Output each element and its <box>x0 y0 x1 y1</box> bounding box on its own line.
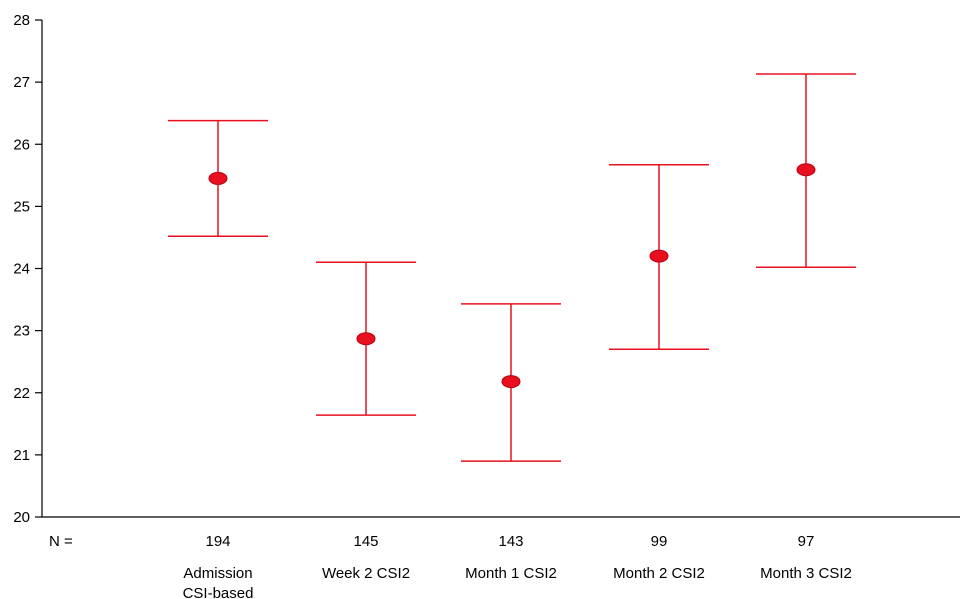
mean-marker <box>356 332 376 346</box>
y-tick-label: 23 <box>13 323 30 340</box>
y-tick-label: 21 <box>13 447 30 464</box>
y-tick-label: 20 <box>13 509 30 526</box>
category-label: CSI-based <box>183 585 254 599</box>
n-label: 194 <box>205 533 230 550</box>
y-ticks: 20 21 22 23 24 25 26 27 28 <box>13 12 42 526</box>
category-label: Week 2 CSI2 <box>322 565 410 582</box>
n-prefix-label: N = <box>49 533 73 550</box>
n-label: 99 <box>651 533 668 550</box>
axes <box>41 20 960 518</box>
category-labels: Admission CSI-based Week 2 CSI2 Month 1 CSI… <box>183 565 852 599</box>
y-tick-label: 22 <box>13 385 30 402</box>
y-tick-label: 28 <box>13 12 30 29</box>
errorbar <box>756 73 856 269</box>
errorbars <box>168 73 856 462</box>
y-tick-label: 26 <box>13 136 30 153</box>
errorbar <box>461 303 561 462</box>
y-tick-label: 24 <box>13 261 30 278</box>
n-label: 97 <box>798 533 815 550</box>
errorbar <box>316 261 416 416</box>
category-label: Month 1 CSI2 <box>465 565 557 582</box>
mean-marker <box>796 163 816 177</box>
mean-marker <box>649 249 669 263</box>
category-label: Month 2 CSI2 <box>613 565 705 582</box>
y-tick-label: 25 <box>13 198 30 215</box>
n-label: 143 <box>498 533 523 550</box>
n-labels: 194 145 143 99 97 <box>205 533 814 550</box>
n-label: 145 <box>353 533 378 550</box>
category-label: Admission <box>183 565 252 582</box>
mean-marker <box>208 171 228 185</box>
errorbar <box>168 119 268 237</box>
mean-marker <box>501 375 521 389</box>
errorbar <box>609 164 709 351</box>
category-label: Month 3 CSI2 <box>760 565 852 582</box>
y-tick-label: 27 <box>13 74 30 91</box>
